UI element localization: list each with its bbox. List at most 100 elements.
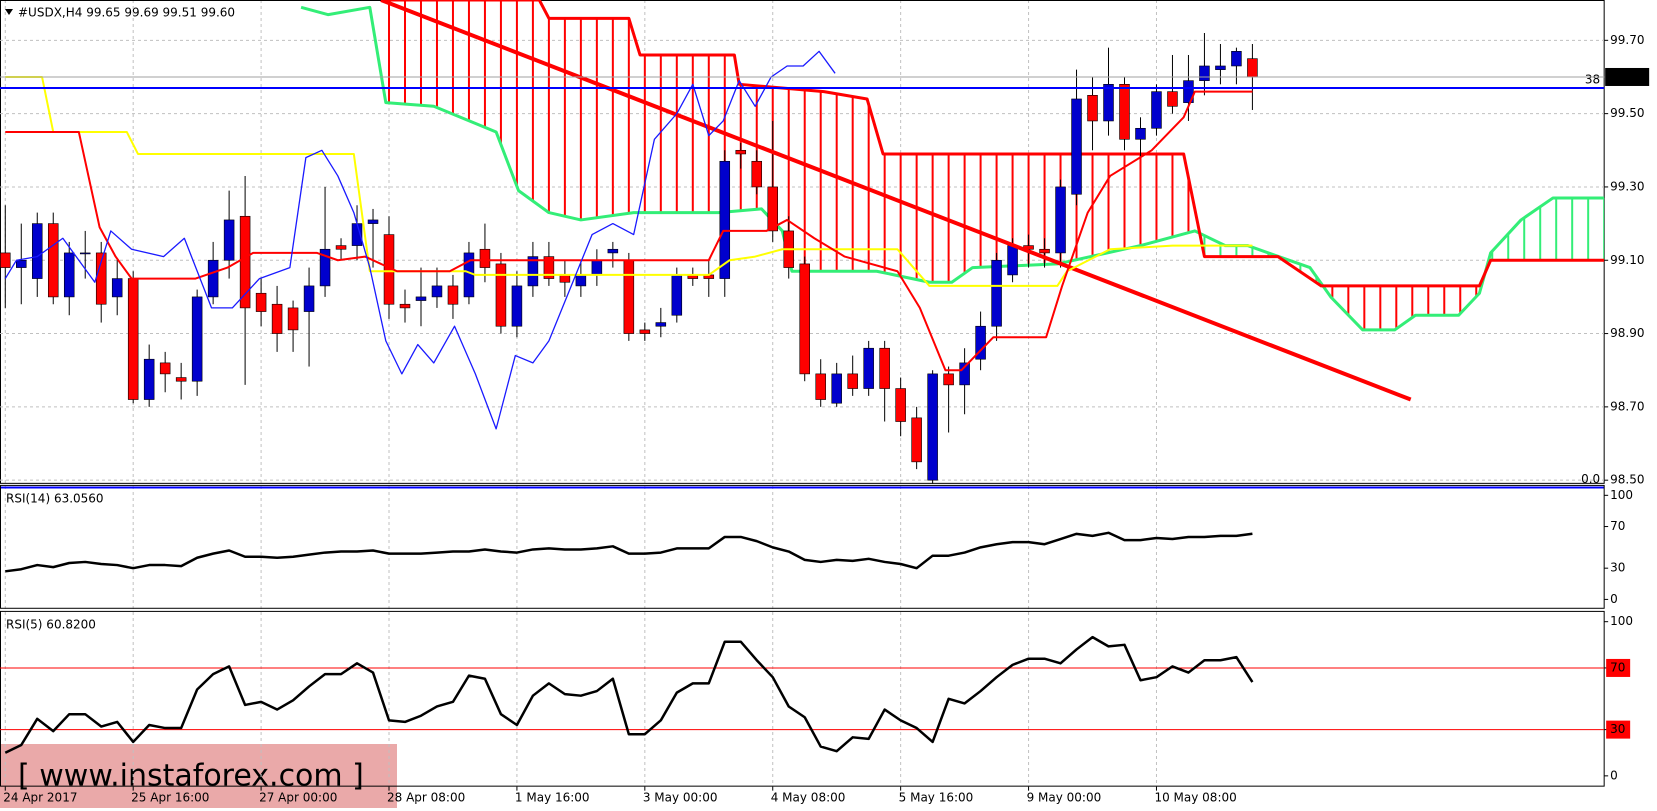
candle-body bbox=[191, 296, 203, 382]
x-tick-label: 5 May 16:00 bbox=[899, 791, 974, 805]
watermark-box bbox=[0, 744, 397, 808]
y-tick-label: 98.70 bbox=[1610, 399, 1644, 413]
candle-body bbox=[143, 358, 155, 400]
candle-body bbox=[511, 285, 523, 327]
candle-body bbox=[127, 278, 139, 400]
candle-body bbox=[319, 248, 331, 287]
candle-body bbox=[1231, 51, 1242, 67]
candle-body bbox=[31, 223, 43, 279]
candle-body bbox=[767, 186, 778, 232]
y-tick-label: 98.50 bbox=[1610, 473, 1644, 487]
candle-body bbox=[287, 307, 299, 331]
y-tick-label: 0 bbox=[1610, 768, 1618, 782]
x-tick-label: 1 May 16:00 bbox=[515, 791, 590, 805]
candle-body bbox=[175, 377, 187, 382]
level-tag bbox=[1606, 720, 1631, 739]
fib-label: 0.0 bbox=[1581, 472, 1600, 486]
candle-body bbox=[1039, 248, 1050, 254]
candle-body bbox=[879, 347, 890, 389]
candle-body bbox=[415, 296, 427, 301]
x-tick-label: 24 Apr 2017 bbox=[3, 791, 77, 805]
panel-frame bbox=[0, 610, 1605, 787]
candle-body bbox=[0, 252, 11, 268]
x-tick-label: 9 May 00:00 bbox=[1027, 791, 1102, 805]
rsi-line bbox=[4, 635, 1254, 754]
y-tick-label: 30 bbox=[1610, 722, 1625, 736]
candle-body bbox=[623, 259, 635, 334]
candle-body bbox=[639, 329, 651, 334]
candle-body bbox=[303, 285, 315, 312]
y-tick-label: 98.90 bbox=[1610, 326, 1644, 340]
candle-body bbox=[1055, 186, 1066, 254]
candle-body bbox=[943, 373, 954, 386]
candle-body bbox=[47, 223, 59, 298]
candle-body bbox=[1215, 65, 1226, 70]
candle-body bbox=[831, 373, 842, 404]
candle-body bbox=[63, 252, 75, 298]
candle-body bbox=[1135, 127, 1146, 140]
candle-body bbox=[79, 252, 91, 255]
y-tick-label: 99.50 bbox=[1610, 106, 1644, 120]
watermark: [ www.instaforex.com ] bbox=[18, 759, 364, 794]
panel-title: RSI(14) 63.0560 bbox=[6, 491, 104, 505]
candle-body bbox=[655, 322, 667, 327]
candle-body bbox=[863, 347, 874, 389]
indicator-line bbox=[5, 90, 1253, 372]
candle-body bbox=[607, 248, 619, 254]
level-tag bbox=[1606, 658, 1631, 677]
candle-body bbox=[1103, 84, 1114, 122]
candle-body bbox=[111, 278, 123, 298]
candle-body bbox=[1199, 65, 1210, 81]
candle-body bbox=[399, 303, 411, 309]
candle-body bbox=[335, 245, 347, 250]
candle-body bbox=[479, 248, 491, 268]
candle-body bbox=[735, 149, 747, 155]
candle-body bbox=[1087, 95, 1098, 122]
y-tick-label: 70 bbox=[1610, 519, 1625, 533]
last-price-tag bbox=[1605, 67, 1650, 86]
panel-title: RSI(5) 60.8200 bbox=[6, 617, 96, 631]
y-tick-label: 99.30 bbox=[1610, 179, 1644, 193]
candle-body bbox=[223, 219, 235, 261]
chart-header: #USDX,H4 99.65 99.69 99.51 99.60 bbox=[18, 6, 235, 20]
candle-body bbox=[271, 303, 283, 334]
candle-body bbox=[1071, 98, 1082, 195]
candle-body bbox=[447, 285, 459, 305]
x-tick-label: 25 Apr 16:00 bbox=[131, 791, 209, 805]
price-layer bbox=[0, 0, 1605, 484]
candle-body bbox=[1167, 91, 1178, 107]
y-tick-label: 70 bbox=[1610, 660, 1625, 674]
candle-body bbox=[1007, 245, 1018, 276]
header-arrow bbox=[5, 9, 13, 15]
candle-body bbox=[847, 373, 858, 389]
candle-body bbox=[911, 417, 922, 463]
y-tick-label: 0 bbox=[1610, 592, 1618, 606]
span-a-line bbox=[300, 5, 1605, 332]
span-b-line bbox=[381, 0, 1605, 288]
candle-body bbox=[671, 274, 683, 316]
candle-body bbox=[255, 292, 267, 312]
candle-body bbox=[207, 259, 219, 298]
y-tick-label: 99.70 bbox=[1610, 33, 1644, 47]
candle-body bbox=[575, 274, 587, 287]
last-price-label: 99.60 bbox=[1609, 69, 1643, 83]
candle-body bbox=[367, 219, 379, 224]
panel-frame bbox=[0, 484, 1605, 609]
y-tick-label: 99.10 bbox=[1610, 253, 1644, 267]
candle-body bbox=[16, 259, 27, 268]
candle-body bbox=[991, 259, 1002, 327]
indicator-line bbox=[380, 0, 1412, 402]
candle-body bbox=[895, 388, 906, 422]
x-tick-label: 4 May 08:00 bbox=[771, 791, 846, 805]
candle-body bbox=[1151, 91, 1162, 129]
candle-body bbox=[527, 256, 539, 287]
rsi-line bbox=[5, 531, 1253, 573]
candle-body bbox=[495, 263, 507, 327]
candle-body bbox=[1119, 84, 1130, 140]
indicator-line bbox=[4, 50, 836, 430]
candle-body bbox=[559, 274, 571, 283]
candle-body bbox=[815, 373, 826, 400]
x-tick-label: 3 May 00:00 bbox=[643, 791, 718, 805]
